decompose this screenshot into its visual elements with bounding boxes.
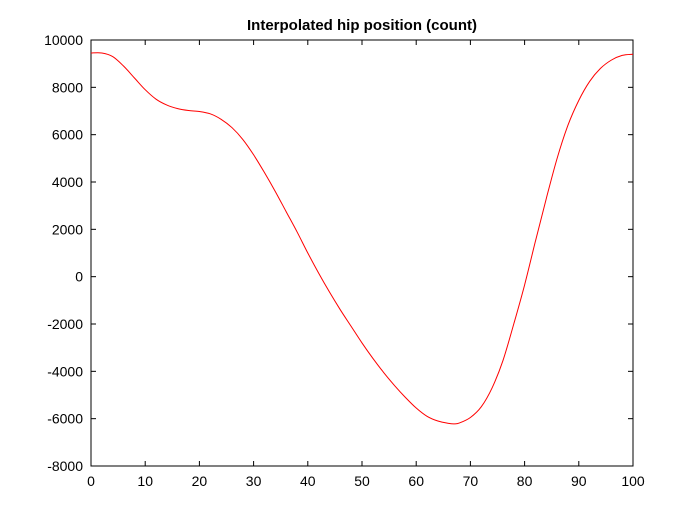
y-tick-label: 4000 (52, 174, 83, 190)
y-tick-label: -8000 (47, 458, 83, 474)
x-tick-label: 10 (137, 473, 153, 489)
x-tick-label: 60 (408, 473, 424, 489)
x-tick-label: 30 (246, 473, 262, 489)
x-tick-label: 40 (300, 473, 316, 489)
x-tick-label: 90 (571, 473, 587, 489)
y-tick-label: -2000 (47, 316, 83, 332)
y-tick-label: 2000 (52, 221, 83, 237)
y-tick-label: 10000 (44, 32, 83, 48)
series-line (90, 52, 634, 425)
y-tick-label: -4000 (47, 363, 83, 379)
x-tick-label: 50 (354, 473, 370, 489)
x-tick-label: 100 (621, 473, 645, 489)
y-tick-label: -6000 (47, 411, 83, 427)
x-tick-label: 0 (87, 473, 95, 489)
y-tick-label: 6000 (52, 127, 83, 143)
x-tick-label: 80 (517, 473, 533, 489)
y-tick-label: 0 (75, 269, 83, 285)
x-tick-label: 20 (192, 473, 208, 489)
chart-title: Interpolated hip position (count) (247, 17, 477, 34)
x-tick-label: 70 (463, 473, 479, 489)
axes: 0 10 20 30 40 50 60 70 80 90 100 -8000 -6000 -4000 -20… (44, 32, 645, 489)
y-tick-label: 8000 (52, 79, 83, 95)
series-group (90, 52, 634, 425)
plot-frame (90, 39, 634, 467)
